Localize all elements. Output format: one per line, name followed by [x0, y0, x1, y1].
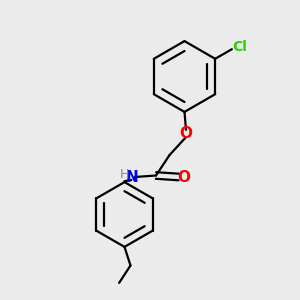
Text: Cl: Cl — [232, 40, 247, 54]
Text: O: O — [179, 126, 193, 141]
Text: H: H — [120, 167, 130, 181]
Text: O: O — [177, 169, 190, 184]
Text: N: N — [126, 169, 138, 184]
